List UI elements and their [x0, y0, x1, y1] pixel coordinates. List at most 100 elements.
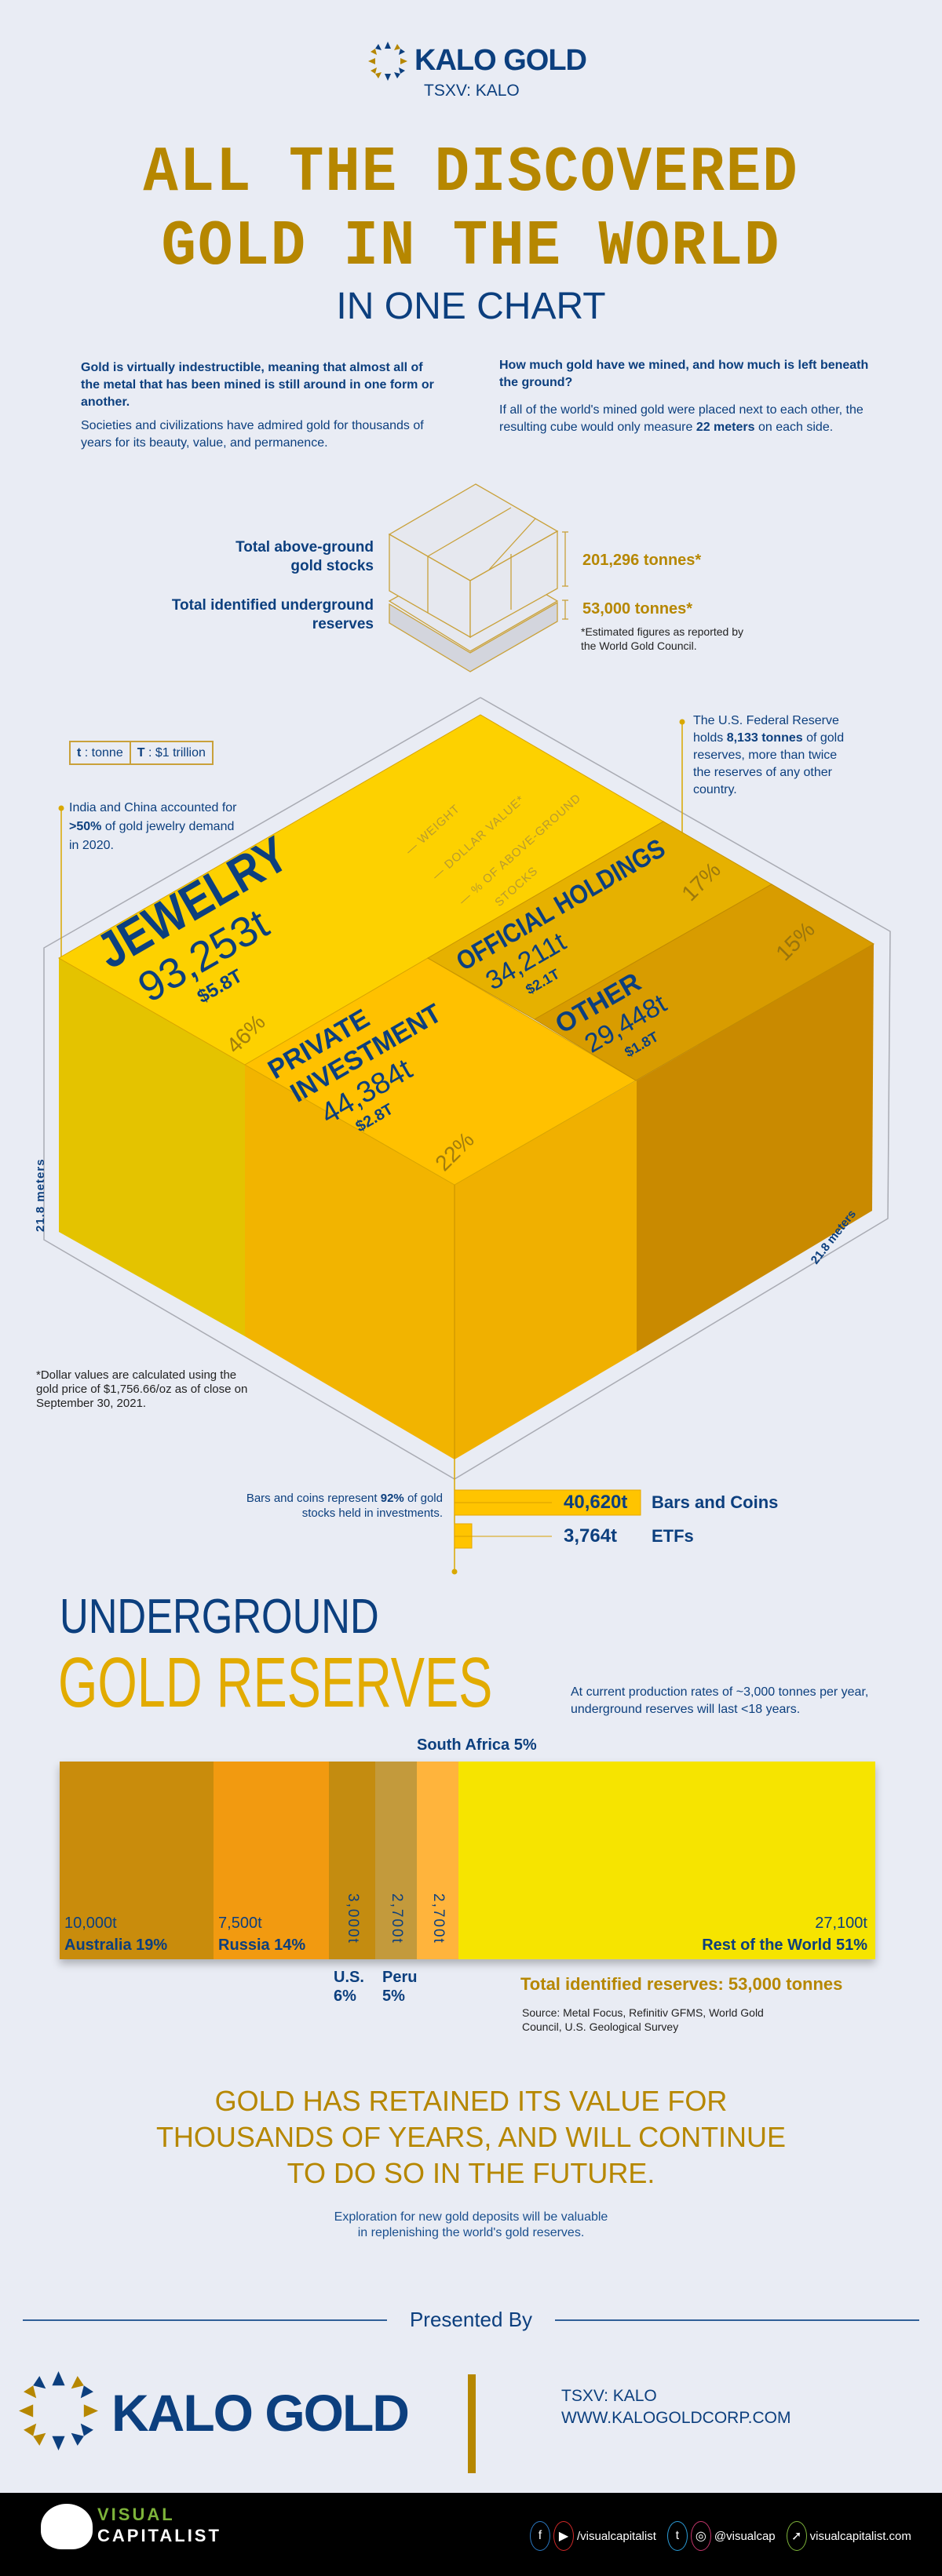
unit-legend-trillion: T : $1 trillion — [131, 742, 212, 763]
india-text-bold: >50% — [69, 820, 102, 833]
intro-left-text: Societies and civilizations have admired… — [81, 419, 424, 450]
face-right-other — [637, 944, 874, 1352]
bars-coins-label: Bars and Coins — [652, 1492, 779, 1512]
investment-note-b: of gold stocks held in investments. — [301, 1492, 443, 1520]
divider-left — [23, 2319, 387, 2321]
reserve-pct-label: Rest of the World 51% — [702, 1937, 867, 1954]
closing-sub-1: Exploration for new gold deposits will b… — [334, 2210, 608, 2224]
etfs-value: 3,764t — [564, 1525, 618, 1547]
closing-statement: GOLD HAS RETAINED ITS VALUE FOR THOUSAND… — [0, 2083, 942, 2192]
header-ticker: TSXV: KALO — [424, 82, 520, 100]
south-africa-label: South Africa 5% — [417, 1736, 537, 1754]
vc-logo-icon — [41, 2504, 93, 2549]
fed-text-a: The U.S. Federal Reserve holds — [693, 714, 839, 745]
summary-cube-graphic — [388, 483, 568, 672]
title-line-2: GOLD IN THE WORLD — [161, 210, 781, 284]
top-other — [534, 884, 874, 1081]
social-links: f ▶ /visualcapitalist t ◎ @visualcap ➚ v… — [530, 2521, 911, 2551]
underground-label: Total identified underground reserves — [171, 597, 374, 632]
investment-note: Bars and coins represent 92% of gold sto… — [236, 1491, 443, 1521]
vc-logo-visual: VISUAL — [97, 2505, 175, 2524]
instagram-icon[interactable]: ◎ — [690, 2521, 711, 2551]
underground-title-1: UNDERGROUND — [60, 1590, 379, 1644]
fed-callout: The U.S. Federal Reserve holds 8,133 ton… — [693, 712, 850, 799]
reserve-value-label: 2,700t — [389, 1893, 406, 1944]
reserves-source: Source: Metal Focus, Refinitiv GFMS, Wor… — [522, 2006, 764, 2033]
reserve-value-label: 7,500t — [218, 1915, 262, 1932]
india-callout-dot — [58, 805, 64, 811]
investment-note-a: Bars and coins represent — [246, 1492, 381, 1505]
closing-line-2: THOUSANDS OF YEARS, AND WILL CONTINUE — [155, 2121, 787, 2153]
unit-legend: t : tonne T : $1 trillion — [69, 741, 214, 765]
title-line-1: ALL THE DISCOVERED — [143, 137, 799, 210]
handle-facebook[interactable]: /visualcapitalist — [577, 2529, 656, 2543]
header-brand: KALO GOLD — [414, 44, 587, 77]
face-left-jewelry — [59, 958, 245, 1336]
twitter-icon[interactable]: t — [666, 2521, 688, 2551]
intro-left-bold: Gold is virtually indestructible, meanin… — [81, 361, 434, 409]
closing-sub: Exploration for new gold deposits will b… — [0, 2210, 942, 2241]
us-pct: 6% — [334, 1988, 356, 2005]
reserve-bar-u-s-: 3,000t — [329, 1762, 375, 1959]
reserve-value-label: 10,000t — [64, 1915, 117, 1932]
vc-logo-capitalist: CAPITALIST — [97, 2526, 221, 2545]
estimate-note: *Estimated figures as reported by the Wo… — [581, 625, 743, 652]
total-reserves: Total identified reserves: 53,000 tonnes — [520, 1974, 843, 1994]
reserve-bar-russia: Russia 14% 7,500t — [214, 1762, 330, 1959]
kalo-sun-icon — [368, 42, 407, 81]
investment-dot — [451, 1569, 458, 1575]
reserve-bar-peru: 2,700t — [374, 1762, 417, 1959]
reserve-bar-rest-of-the-world: Rest of the World 51% 27,100t — [458, 1762, 875, 1959]
sponsor-divider — [468, 2374, 476, 2473]
fed-text-bold: 8,133 tonnes — [726, 731, 803, 745]
footer: VISUAL CAPITALIST f ▶ /visualcapitalist … — [0, 2493, 942, 2576]
reserve-pct-label: Russia 14% — [218, 1937, 306, 1954]
sponsor-ticker: TSXV: KALO — [561, 2387, 657, 2405]
above-ground-value: 201,296 tonnes* — [582, 552, 702, 569]
youtube-icon[interactable]: ▶ — [553, 2521, 574, 2551]
subtitle: IN ONE CHART — [336, 286, 606, 327]
intro-right-text-bold: 22 meters — [696, 421, 755, 434]
cursor-icon[interactable]: ➚ — [786, 2521, 807, 2551]
closing-line-1: GOLD HAS RETAINED ITS VALUE FOR — [214, 2085, 728, 2117]
presented-by: Presented By — [409, 2308, 533, 2331]
reserve-value-label: 27,100t — [815, 1915, 867, 1932]
dimension-left: 21.8 meters — [34, 1158, 47, 1232]
bars-coins-value: 40,620t — [564, 1492, 628, 1513]
investment-note-bold: 92% — [380, 1492, 404, 1505]
closing-line-3: TO DO SO IN THE FUTURE. — [287, 2157, 655, 2189]
us-below-label: U.S. 6% — [334, 1968, 364, 2006]
handle-twitter[interactable]: @visualcap — [714, 2529, 776, 2543]
facebook-icon[interactable]: f — [530, 2521, 550, 2551]
etfs-label: ETFs — [652, 1526, 694, 1546]
india-callout: India and China accounted for >50% of go… — [69, 799, 238, 855]
unit-val-T: : $1 trillion — [148, 746, 206, 760]
us-name: U.S. — [334, 1969, 364, 1986]
site-link[interactable]: visualcapitalist.com — [809, 2529, 911, 2543]
unit-key-T: T — [137, 746, 145, 760]
divider-right — [555, 2319, 919, 2321]
sponsor-brand[interactable]: KALO GOLD — [111, 2384, 410, 2442]
kalo-sun-icon-large — [19, 2371, 98, 2450]
face-left-private — [245, 1065, 455, 1459]
face-right-private — [455, 1080, 637, 1459]
gold-cube-chart: JEWELRY 93,253t $5.8T PRIVATE INVESTMENT… — [34, 697, 891, 1575]
reserve-pct-label: Australia 19% — [64, 1937, 168, 1954]
intro-right-text: If all of the world's mined gold were pl… — [499, 402, 868, 436]
reserve-value-label: 2,700t — [430, 1893, 447, 1944]
intro-right-bold: How much gold have we mined, and how muc… — [499, 359, 869, 389]
above-ground-label: Total above-ground gold stocks — [236, 539, 374, 574]
underground-value: 53,000 tonnes* — [582, 600, 693, 618]
sponsor-url[interactable]: WWW.KALOGOLDCORP.COM — [561, 2409, 791, 2427]
intro-right-text-b: on each side. — [754, 421, 834, 434]
peru-below-label: Peru 5% — [382, 1968, 417, 2006]
unit-key-t: t — [77, 746, 82, 760]
peru-pct: 5% — [382, 1988, 405, 2005]
header-logo: KALO GOLD TSXV: KALO — [367, 41, 587, 104]
india-text-b: of gold jewelry demand in 2020. — [69, 820, 235, 852]
india-text-a: India and China accounted for — [69, 801, 237, 814]
fed-callout-dot — [679, 719, 685, 725]
reserve-value-label: 3,000t — [345, 1893, 362, 1944]
reserves-note: At current production rates of ~3,000 to… — [571, 1685, 869, 1716]
reserve-bar-australia: Australia 19% 10,000t — [60, 1762, 214, 1959]
